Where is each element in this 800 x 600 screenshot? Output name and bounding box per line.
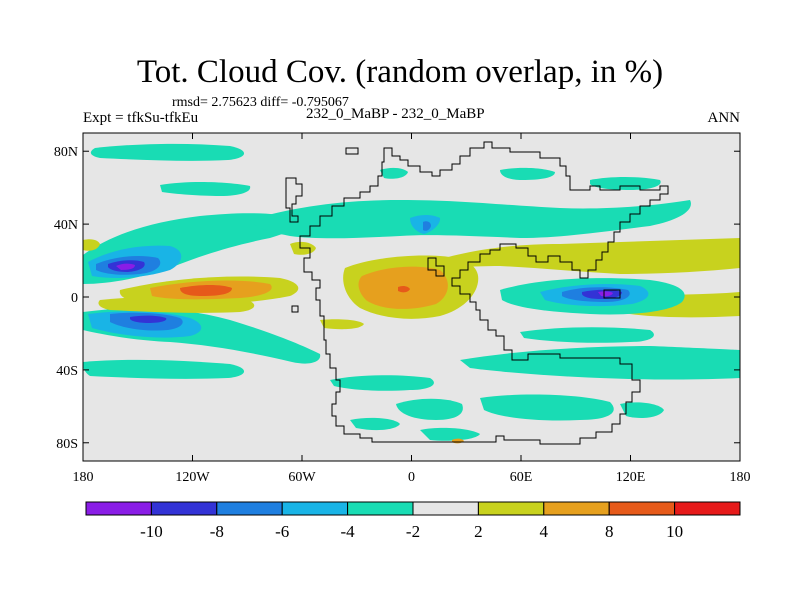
colorbar-swatch — [674, 501, 741, 516]
x-tick-label: 180 — [73, 470, 94, 485]
anomaly-region — [590, 177, 661, 190]
x-tick-label: 180 — [730, 470, 751, 485]
anomaly-region — [380, 167, 408, 179]
x-tick-label: 120W — [175, 470, 210, 485]
anomaly-region — [420, 427, 480, 441]
anomaly-region — [423, 221, 431, 231]
colorbar-swatch — [281, 501, 349, 516]
colorbar-swatch — [412, 501, 479, 516]
anomaly-region — [430, 238, 740, 274]
anomaly-region — [160, 182, 251, 196]
anomaly-region — [130, 315, 167, 323]
x-tick-label: 120E — [616, 470, 646, 485]
colorbar-label: -4 — [341, 522, 356, 541]
anomaly-region — [320, 319, 364, 330]
x-tick-label: 60W — [288, 470, 316, 485]
y-tick-label: 40S — [56, 364, 78, 379]
x-tick-label: 60E — [510, 470, 533, 485]
anomaly-region — [480, 394, 614, 421]
colorbar-label: 10 — [666, 522, 683, 541]
anomaly-region — [116, 263, 135, 270]
colorbar-swatch — [347, 501, 414, 516]
anomaly-region — [83, 239, 100, 251]
period-label: 232_0_MaBP - 232_0_MaBP — [306, 106, 485, 122]
anomaly-region — [396, 398, 463, 420]
colorbar-swatch — [150, 501, 218, 516]
anomaly-region — [90, 143, 245, 161]
island-outline — [427, 257, 445, 277]
colorbar-label: -8 — [210, 522, 224, 541]
continent-outline — [299, 141, 669, 445]
anomaly-field — [83, 141, 740, 445]
y-tick-label: 80S — [56, 437, 78, 452]
colorbar-label: -10 — [140, 522, 163, 541]
y-tick-label: 80N — [54, 145, 78, 160]
anomaly-region — [620, 402, 664, 418]
anomaly-region — [398, 285, 410, 293]
anomaly-region — [350, 417, 400, 431]
x-tick-label: 0 — [408, 470, 415, 485]
y-tick-label: 40N — [54, 218, 78, 233]
colorbar-label: 4 — [540, 522, 549, 541]
island-outline — [291, 305, 299, 313]
island-outline — [285, 177, 303, 223]
colorbar-label: -2 — [406, 522, 420, 541]
colorbar-label: -6 — [275, 522, 289, 541]
colorbar-swatch — [608, 501, 676, 516]
colorbar-swatch — [85, 501, 152, 516]
map-title: Tot. Cloud Cov. (random overlap, in %) — [136, 54, 664, 90]
island-outline — [345, 147, 359, 155]
colorbar-label: 8 — [605, 522, 614, 541]
rmsd-diff-stats: rmsd= 2.75623 diff= -0.795067 — [172, 95, 349, 110]
colorbar: -10 -8 -6 -4 -2 2 4 8 10 — [85, 501, 741, 541]
colorbar-swatch — [477, 501, 545, 516]
island-outline — [603, 289, 621, 299]
y-tick-label: 0 — [71, 291, 78, 306]
experiment-label: Expt = tfkSu-tfkEu — [83, 110, 199, 126]
anomaly-region — [500, 167, 555, 180]
anomaly-region — [520, 327, 654, 343]
anomaly-region — [180, 285, 232, 296]
colorbar-label: 2 — [474, 522, 483, 541]
colorbar-swatch — [216, 501, 283, 516]
anomaly-region — [330, 375, 434, 391]
anomaly-region — [250, 200, 691, 239]
colorbar-swatch — [543, 501, 610, 516]
axis-ticks: 180 120W 60W 0 60E 120E 180 80N 40N 0 40S 80S — [54, 133, 751, 485]
season-label: ANN — [707, 110, 741, 126]
anomaly-region — [598, 291, 613, 297]
anomaly-region — [83, 359, 244, 379]
